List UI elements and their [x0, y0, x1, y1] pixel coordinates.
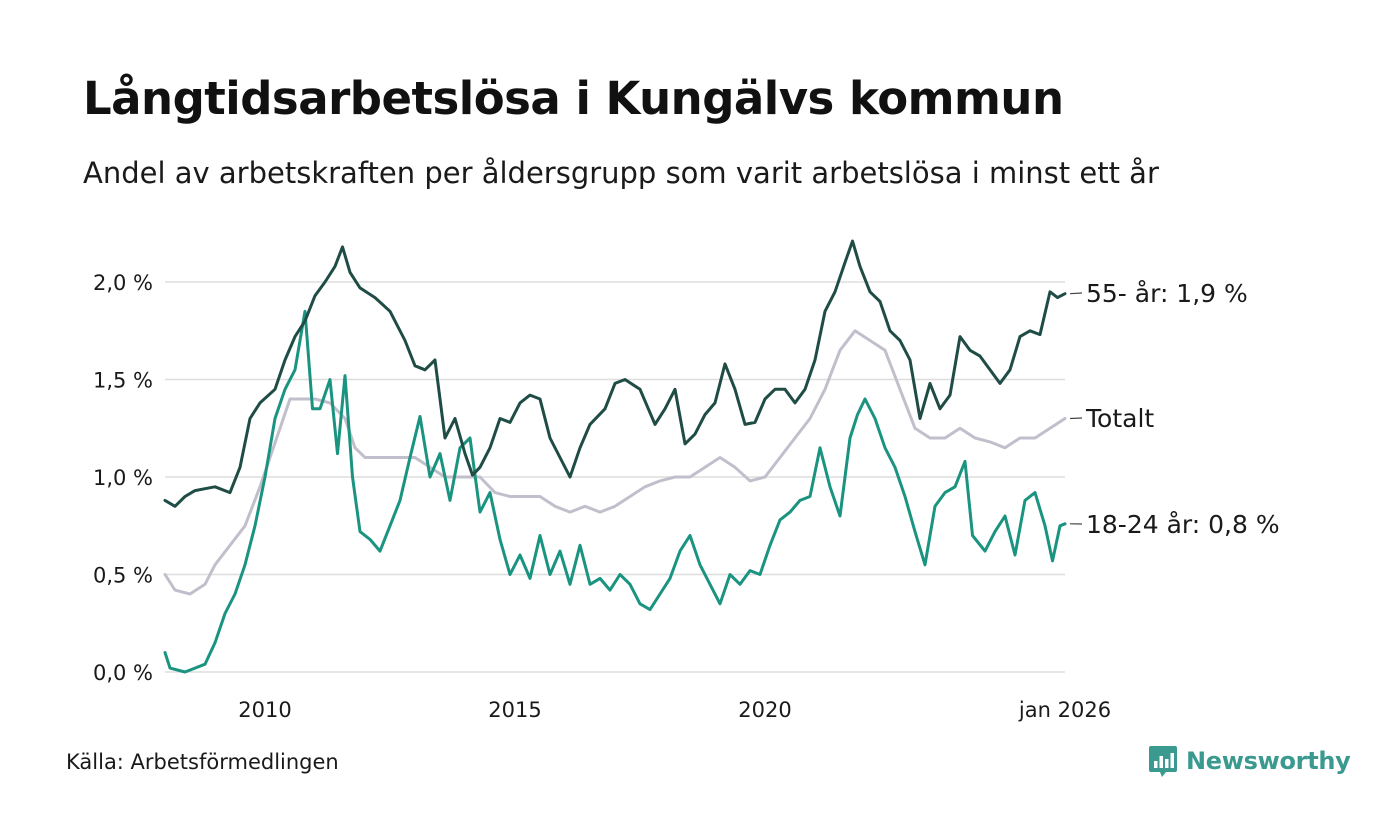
x-axis-ticks: 2010 2015 2020 jan 2026 — [238, 698, 1111, 722]
series-line-18-24-r — [163, 309, 1067, 674]
y-tick-label: 2,0 % — [93, 271, 153, 295]
label-leader — [1069, 417, 1083, 420]
y-axis-ticks: 0,0 % 0,5 % 1,0 % 1,5 % 2,0 % — [93, 271, 153, 685]
source-note: Källa: Arbetsförmedlingen — [66, 750, 339, 774]
end-labels: 55- år: 1,9 % Totalt 18-24 år: 0,8 % — [1069, 279, 1280, 539]
chart-title: Långtidsarbetslösa i Kungälvs kommun — [83, 72, 1064, 125]
series-end-label: 55- år: 1,9 % — [1086, 279, 1248, 308]
brand-logo: Newsworthy — [1148, 744, 1351, 778]
x-tick-label: 2010 — [238, 698, 291, 722]
series-end-label: 18-24 år: 0,8 % — [1086, 510, 1280, 539]
x-tick-label: 2015 — [488, 698, 541, 722]
y-tick-label: 1,5 % — [93, 369, 153, 393]
series-lines — [163, 239, 1067, 674]
newsworthy-logo-icon — [1149, 746, 1177, 777]
grid-lines — [165, 281, 1065, 673]
y-tick-label: 0,5 % — [93, 564, 153, 588]
x-tick-label: jan 2026 — [1018, 698, 1111, 722]
y-tick-label: 1,0 % — [93, 466, 153, 490]
series-end-label: Totalt — [1085, 404, 1154, 433]
x-tick-label: 2020 — [738, 698, 791, 722]
brand-name: Newsworthy — [1186, 747, 1351, 775]
y-tick-label: 0,0 % — [93, 661, 153, 685]
chart-subtitle: Andel av arbetskraften per åldersgrupp s… — [83, 156, 1159, 190]
series-line-totalt — [163, 329, 1067, 596]
label-leader — [1069, 292, 1083, 295]
series-line-55-r — [163, 239, 1067, 508]
